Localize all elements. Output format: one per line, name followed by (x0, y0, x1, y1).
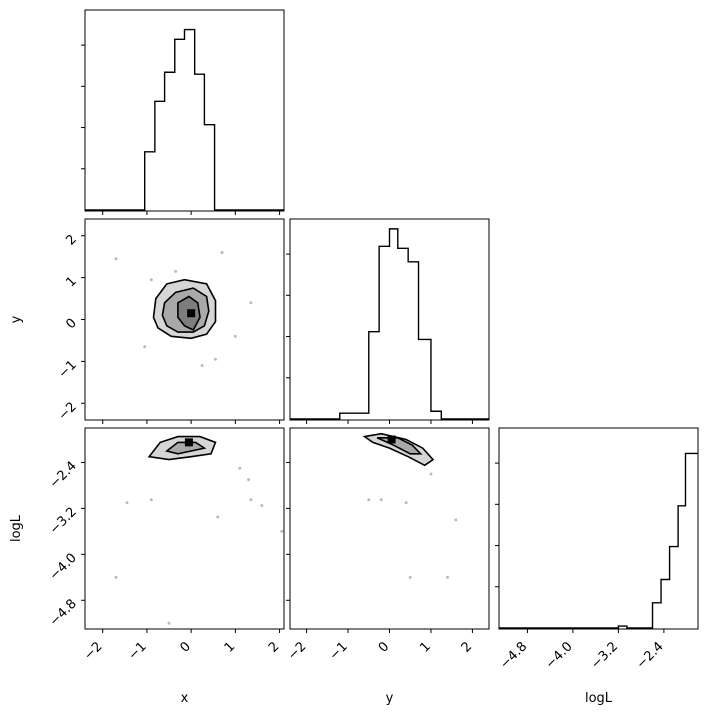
x-tick-label-x: 2 (266, 639, 282, 655)
sample-point (260, 504, 263, 507)
panel-2-1 (290, 428, 489, 629)
density-peak (185, 438, 193, 446)
sample-point (143, 345, 146, 348)
y-tick-label-logL: −4.0 (47, 551, 80, 584)
y-tick-label-y: 2 (63, 232, 79, 248)
panel-frame (290, 219, 489, 420)
axis-label-y: y (386, 691, 394, 706)
sample-point (150, 498, 153, 501)
panel-frame (499, 428, 698, 629)
y-tick-label-logL: −3.2 (47, 505, 80, 538)
x-tick-label-y: 0 (376, 639, 392, 655)
plot-area (365, 434, 458, 579)
sample-point (249, 498, 252, 501)
sample-point (114, 257, 117, 260)
sample-point (234, 335, 237, 338)
panel-1-1 (286, 219, 489, 420)
y-tick-label-logL: −4.8 (47, 597, 80, 630)
histogram-line (499, 453, 698, 628)
sample-point (214, 358, 217, 361)
sample-point (446, 576, 449, 579)
panel-0-0 (81, 10, 284, 211)
x-tick-label-y: −2 (285, 639, 309, 663)
density-peak (388, 435, 396, 443)
plot-area (114, 437, 283, 625)
y-tick-label-y: −1 (56, 358, 80, 382)
sample-point (150, 278, 153, 281)
sample-point (380, 498, 383, 501)
panel-frame (85, 10, 284, 211)
sample-point (249, 301, 252, 304)
sample-point (238, 467, 241, 470)
sample-point (168, 622, 171, 625)
sample-point (221, 251, 224, 254)
x-tick-label-x: −1 (126, 639, 150, 663)
sample-point (429, 472, 432, 475)
panel-2-2 (495, 428, 698, 629)
y-tick-label-y: 0 (63, 316, 79, 332)
y-tick-label-y: −2 (56, 399, 80, 423)
sample-point (405, 501, 408, 504)
panel-1-0 (85, 219, 284, 420)
plot-area (114, 251, 252, 367)
sample-point (216, 516, 219, 519)
sample-point (367, 498, 370, 501)
histogram-line (290, 229, 489, 419)
panel-2-0 (85, 428, 284, 629)
histogram-line (85, 30, 284, 210)
sample-point (409, 576, 412, 579)
density-peak (187, 309, 195, 317)
axis-label-y: y (9, 315, 24, 323)
panel-frame (290, 428, 489, 629)
x-tick-label-logL: −2.4 (634, 639, 667, 672)
x-tick-label-x: 0 (177, 639, 193, 655)
x-tick-label-x: −2 (81, 639, 105, 663)
axis-label-x: x (181, 691, 189, 706)
axis-label-logL: logL (9, 514, 24, 542)
x-tick-label-logL: −4.8 (497, 639, 530, 672)
sample-point (247, 478, 250, 481)
sample-point (174, 270, 177, 273)
x-tick-label-y: 2 (459, 639, 475, 655)
sample-point (280, 530, 283, 533)
y-tick-label-logL: −2.4 (47, 459, 80, 492)
axis-label-logL: logL (585, 691, 613, 706)
sample-point (201, 364, 204, 367)
x-tick-label-x: 1 (222, 639, 238, 655)
y-tick-label-y: 1 (63, 274, 79, 290)
x-tick-label-logL: −3.2 (588, 639, 621, 672)
sample-point (454, 518, 457, 521)
x-tick-label-y: −1 (327, 639, 351, 663)
sample-point (126, 501, 129, 504)
sample-point (114, 576, 117, 579)
x-tick-label-y: 1 (417, 639, 433, 655)
x-tick-label-logL: −4.0 (543, 639, 576, 672)
